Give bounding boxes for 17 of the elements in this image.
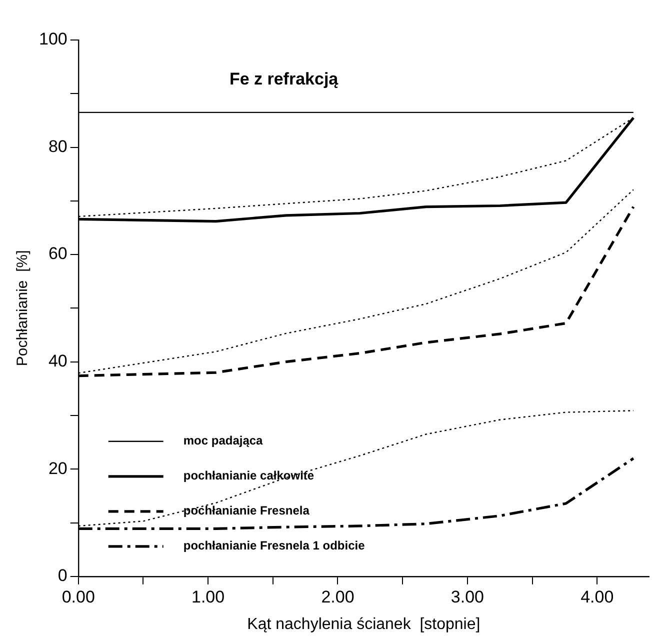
y-tick-label: 100 xyxy=(38,30,68,49)
x-tick-label: 0.00 xyxy=(62,587,95,606)
y-axis-title: Pochłanianie [%] xyxy=(14,250,32,366)
y-tick-label: 40 xyxy=(48,352,68,371)
y-tick-label: 60 xyxy=(48,244,68,264)
x-tick-label: 2.00 xyxy=(321,587,354,606)
x-tick-label: 3.00 xyxy=(450,587,484,606)
x-axis-title: Kąt nachylenia ścianek [stopnie] xyxy=(247,616,480,633)
text: Fe z refrakcją xyxy=(229,70,339,89)
y-tick-label: 20 xyxy=(48,458,68,478)
x-tick-label: 4.00 xyxy=(580,587,614,606)
x-tick-label: 1.00 xyxy=(192,587,225,606)
legend-label: pochłanianie Fresnela xyxy=(183,504,310,518)
legend-label: moc padająca xyxy=(183,434,264,448)
y-tick-label: 0 xyxy=(58,566,68,586)
y-tick-label: 80 xyxy=(48,136,68,156)
legend-label: pochłanianie Fresnela 1 odbicie xyxy=(183,538,366,553)
